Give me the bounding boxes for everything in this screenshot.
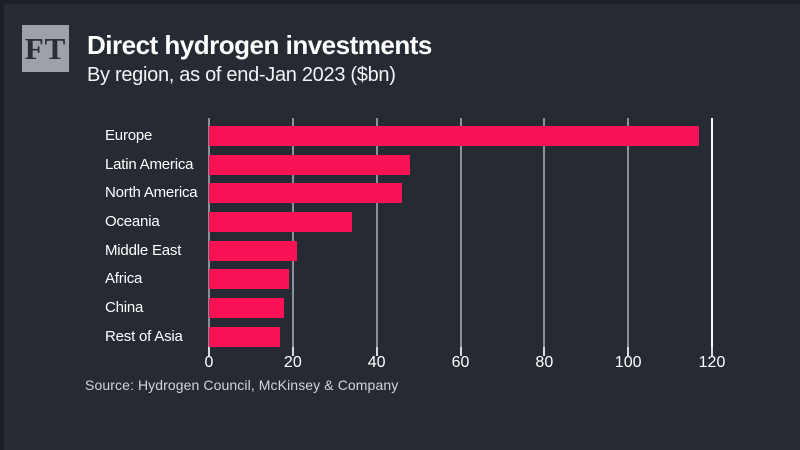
category-label: Latin America (105, 155, 194, 173)
category-label: Oceania (105, 212, 160, 230)
ft-logo: FT (22, 25, 69, 72)
source-note: Source: Hydrogen Council, McKinsey & Com… (85, 377, 399, 393)
x-axis-tick (543, 347, 546, 356)
bar (209, 154, 411, 175)
gridline (543, 118, 546, 347)
x-axis-tick-label: 80 (535, 354, 554, 371)
gridline (291, 118, 294, 347)
bar (209, 269, 289, 290)
gridline (208, 118, 210, 347)
bar (209, 240, 298, 261)
x-axis-tick-label: 100 (614, 354, 642, 371)
header: Direct hydrogen investments By region, a… (87, 30, 432, 88)
x-axis-tick (459, 347, 462, 356)
gridline (375, 118, 378, 347)
chart-title: Direct hydrogen investments (87, 30, 432, 60)
x-axis-tick-label: 120 (698, 354, 726, 371)
x-axis-tick (711, 347, 713, 356)
category-label: Rest of Asia (105, 327, 183, 345)
end-gridline (711, 118, 713, 347)
gridline (627, 118, 630, 347)
x-axis-tick-label: 40 (367, 354, 386, 371)
bar (209, 183, 402, 204)
x-axis-tick (208, 347, 210, 356)
x-axis-tick (291, 347, 294, 356)
x-axis-tick-label: 0 (204, 354, 214, 371)
x-axis-tick-label: 20 (283, 354, 302, 371)
ft-logo-text: FT (24, 30, 67, 66)
category-label: North America (105, 184, 198, 202)
bar (209, 211, 352, 232)
x-axis-tick (627, 347, 630, 356)
bar (209, 126, 700, 146)
x-axis-tick (375, 347, 378, 356)
bar-chart: 0 20 40 60 80 100 120 Europe Latin America North … (4, 4, 800, 450)
bar (209, 326, 281, 347)
gridline (459, 118, 462, 347)
category-label: Europe (105, 127, 153, 144)
category-label: Middle East (105, 241, 182, 259)
category-label: Africa (105, 270, 143, 288)
chart-subtitle: By region, as of end-Jan 2023 ($bn) (87, 64, 396, 86)
x-axis-tick-label: 60 (451, 354, 470, 371)
bar (209, 297, 285, 318)
category-label: China (105, 298, 144, 316)
